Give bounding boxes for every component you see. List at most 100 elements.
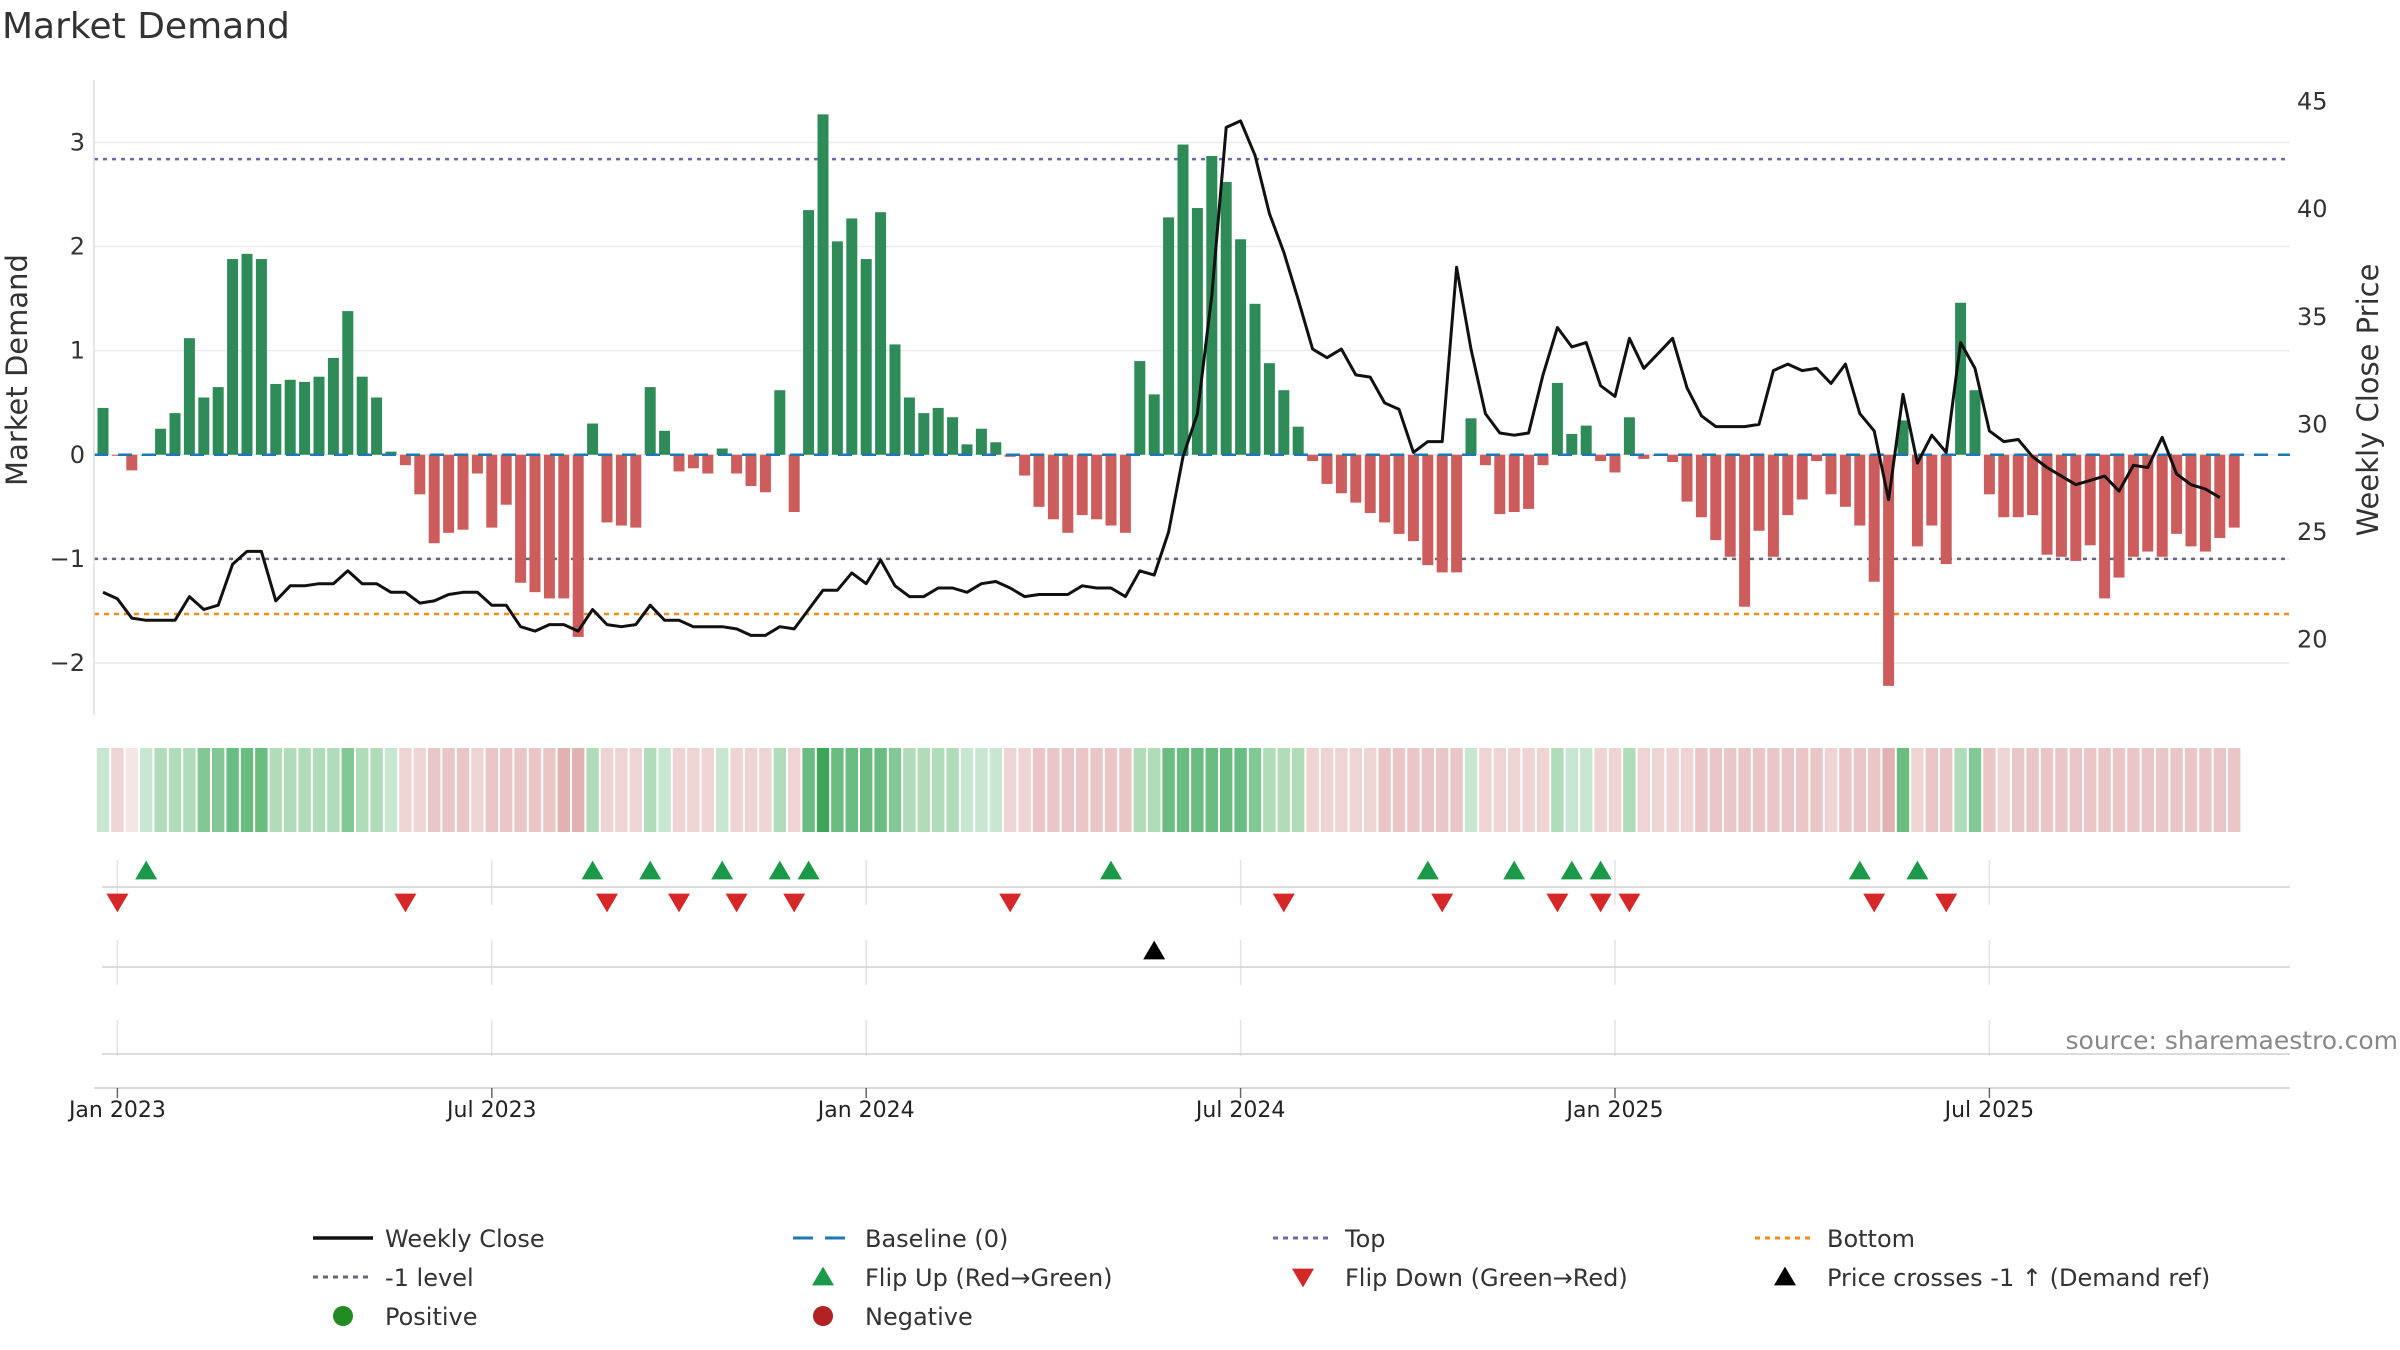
demand-bar [1811,454,1823,461]
demand-bar [2113,454,2125,578]
demand-bar [486,454,498,528]
x-tick-label: Jul 2024 [1194,1098,1286,1123]
demand-bar [428,454,440,544]
flip-down-marker [999,893,1022,913]
legend-item-flip-down: Flip Down (Green→Red) [1292,1264,1628,1292]
legend-swatch [813,1306,833,1326]
strip-cell [2098,748,2111,832]
demand-bar [803,210,815,455]
demand-bar [1465,418,1477,455]
demand-bar [270,383,282,455]
demand-bar [601,454,613,523]
flip-down-marker [1618,893,1641,913]
demand-bar [788,454,800,513]
demand-bar [1854,454,1866,526]
strip-cell [327,748,340,832]
flip-down-marker [1589,893,1612,913]
demand-bar [1839,454,1851,507]
demand-bar [1767,454,1779,557]
flip-up-marker [1906,860,1929,880]
flip-up-marker [639,860,662,880]
demand-bar [774,390,786,455]
demand-bar [716,448,728,455]
y-axis-right-label: Weekly Close Price [2351,264,2385,537]
demand-bar [947,417,959,455]
demand-bar [1782,454,1794,516]
strip-cell [1162,748,1175,832]
strip-cell [456,748,470,832]
demand-bar [1609,454,1621,473]
legend-item-top: Top [1273,1225,1386,1253]
strip-cell [788,748,801,832]
demand-bar [961,444,973,455]
strip-cell [356,748,369,832]
demand-bar [1177,144,1189,455]
y-tick-right: 25 [2297,518,2328,546]
strip-cell [1781,748,1794,832]
demand-bar [126,454,138,471]
demand-bar [183,338,195,455]
demand-bar [1868,454,1880,582]
demand-bar [1307,454,1319,461]
legend-label: Baseline (0) [865,1225,1008,1253]
strip-cell [946,748,959,832]
strip-cell [1565,748,1578,832]
y-tick-left: −1 [50,545,85,573]
y-tick-right: 35 [2297,303,2328,331]
flip-down-marker [106,893,129,913]
strip-cell [269,748,282,832]
strip-cell [572,748,585,832]
flip-down-marker [783,893,806,913]
demand-bar [2027,454,2039,516]
demand-bar [1983,454,1995,495]
demand-bar [1321,454,1333,484]
strip-cell [1997,748,2010,832]
reference-lines [94,157,2290,616]
demand-bar [169,413,181,455]
demand-bar [1739,454,1751,607]
demand-bar [1047,454,1059,520]
demand-bar [1091,454,1103,520]
y-tick-right: 45 [2297,88,2328,116]
demand-bar [1494,454,1506,515]
legend-label: Weekly Close [385,1225,545,1253]
demand-bar [1940,454,1952,565]
demand-bars [94,114,2290,686]
flip-marker-panels [102,860,2290,1056]
y-tick-left: 2 [70,233,85,261]
legend-label: Negative [865,1303,973,1331]
strip-cell [312,748,326,832]
flip-down-marker [1863,893,1886,913]
strip-cell [125,748,138,832]
strip-cell [2055,748,2068,832]
demand-bar [860,259,872,455]
flip-up-marker [711,860,734,880]
demand-bar [1969,390,1981,455]
demand-bar [500,454,512,505]
demand-bar [1796,454,1808,500]
strip-cell [1277,748,1290,832]
strip-cell [1148,748,1161,832]
demand-color-strip [96,748,2241,832]
strip-cell [1824,748,1838,832]
strip-cell [168,748,182,832]
strip-cell [1652,748,1665,832]
strip-cell [1868,748,1881,832]
strip-cell [1004,748,1017,832]
demand-bar [155,428,167,455]
demand-bar [1623,417,1635,455]
demand-bar [2127,454,2139,557]
demand-bar [1249,303,1261,455]
strip-cell [644,748,657,832]
strip-cell [1464,748,1478,832]
demand-bar [1076,454,1088,516]
strip-cell [802,748,815,832]
price-line-layer [102,119,2221,637]
weekly-close-line [102,119,2221,637]
strip-cell [384,748,398,832]
x-tick-label: Jan 2025 [1565,1098,1664,1123]
flip-up-marker [135,860,158,880]
legend-item-positive: Positive [333,1303,478,1331]
demand-bar [198,397,210,455]
strip-cell [1637,748,1650,832]
